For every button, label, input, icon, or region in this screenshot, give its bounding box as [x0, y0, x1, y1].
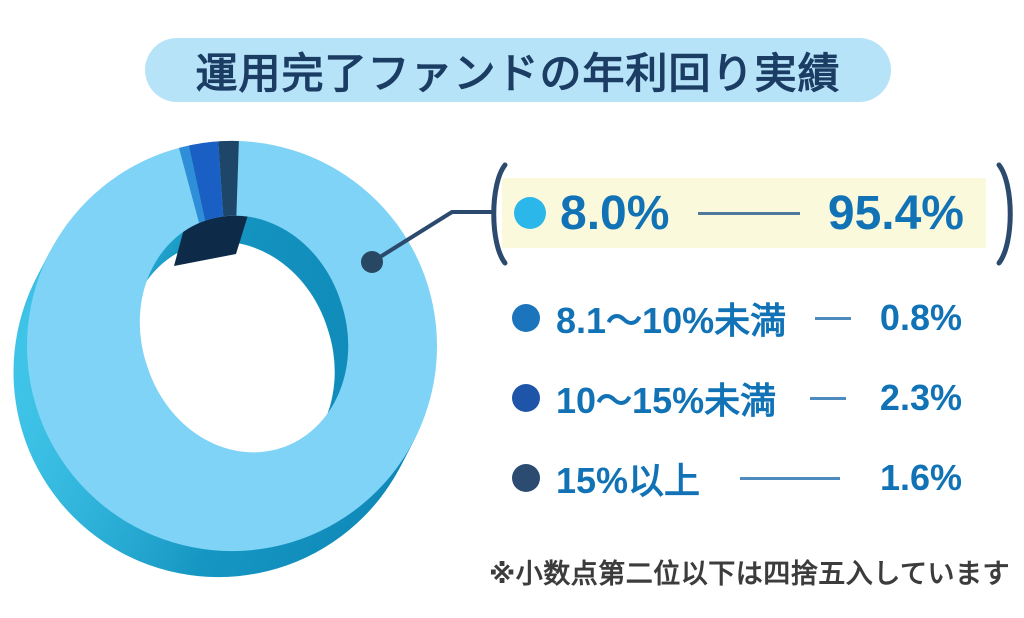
legend-value: 95.4%: [827, 186, 964, 240]
page-title: 運用完了ファンドの年利回り実績: [195, 49, 841, 97]
legend-dot-15-plus-icon: [512, 464, 540, 492]
open-paren-icon: [491, 162, 508, 266]
legend-value: 2.3%: [879, 377, 962, 418]
legend-item-highlighted: 8.0% 95.4%: [502, 178, 986, 248]
legend-label: 15%以上: [556, 460, 701, 501]
legend-connector-line: [810, 396, 847, 400]
legend-value: 1.6%: [879, 457, 962, 498]
title-pill: 運用完了ファンドの年利回り実績: [145, 38, 891, 102]
legend-dot-8-0-icon: [514, 197, 546, 229]
donut-chart: [13, 140, 438, 578]
legend-connector-line: [697, 211, 800, 215]
legend-dot-8-1-10-icon: [512, 304, 540, 332]
legend-dot-10-15-icon: [512, 384, 540, 412]
legend-label: 8.1〜10%未満: [556, 300, 787, 341]
legend-item: 8.1〜10%未満 0.8%: [512, 294, 962, 342]
legend-item: 10〜15%未満 2.3%: [512, 374, 962, 422]
legend-value: 0.8%: [879, 297, 962, 338]
legend-item: 15%以上 1.6%: [512, 454, 962, 502]
close-paren-icon: [996, 162, 1013, 266]
legend-label: 10〜15%未満: [556, 380, 777, 421]
legend-label: 8.0%: [560, 186, 670, 240]
legend-connector-line: [815, 316, 852, 320]
legend-connector-line: [740, 476, 840, 480]
footnote: ※小数点第二位以下は四捨五入しています: [489, 559, 1010, 589]
